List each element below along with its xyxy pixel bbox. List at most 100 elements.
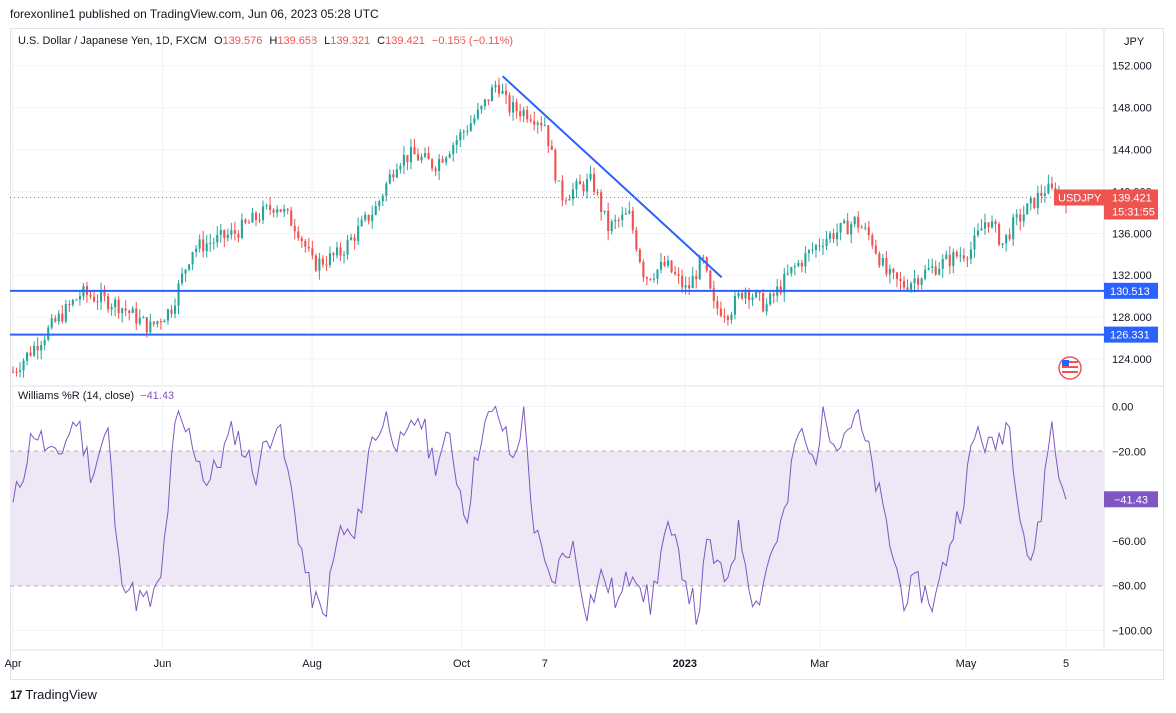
candle-body bbox=[240, 219, 243, 238]
candle-body bbox=[36, 345, 39, 351]
last-price-text: 139.421 bbox=[1112, 192, 1152, 204]
candle-body bbox=[571, 189, 575, 200]
candle-body bbox=[895, 272, 899, 279]
candle-body bbox=[409, 147, 413, 163]
candle-body bbox=[716, 301, 719, 309]
candle-body bbox=[1001, 243, 1004, 245]
price-tick-label: 148.000 bbox=[1112, 103, 1152, 115]
candle-body bbox=[198, 239, 201, 249]
candle-body bbox=[519, 111, 522, 117]
candle-body bbox=[976, 230, 980, 236]
candle-body bbox=[385, 183, 388, 196]
candle-body bbox=[600, 192, 603, 212]
candle-body bbox=[480, 106, 483, 110]
candle-body bbox=[494, 84, 497, 88]
candle-body bbox=[483, 99, 486, 107]
footer-brand[interactable]: 17 TradingView bbox=[10, 687, 97, 702]
candle-body bbox=[561, 180, 564, 201]
candle-body bbox=[406, 154, 409, 163]
low-label: L bbox=[324, 35, 331, 47]
candle-body bbox=[75, 299, 78, 301]
candle-body bbox=[420, 156, 423, 161]
candle-body bbox=[71, 300, 74, 305]
candle-body bbox=[610, 221, 613, 232]
trend-line[interactable] bbox=[501, 75, 723, 279]
candle-body bbox=[145, 317, 148, 333]
candle-body bbox=[969, 249, 972, 259]
candle-body bbox=[399, 165, 402, 170]
candle-body bbox=[142, 317, 145, 319]
countdown-text: 15:31:55 bbox=[1112, 206, 1155, 218]
candle-body bbox=[191, 252, 194, 265]
candle-body bbox=[350, 237, 353, 240]
price-tick-label: 152.000 bbox=[1112, 61, 1152, 73]
candle-body bbox=[962, 255, 965, 259]
candle-body bbox=[367, 214, 370, 222]
candle-body bbox=[233, 230, 236, 234]
candle-body bbox=[124, 308, 127, 311]
williams-value-text: −41.43 bbox=[1114, 494, 1148, 506]
candle-body bbox=[769, 293, 772, 305]
candle-body bbox=[522, 110, 525, 117]
candle-body bbox=[987, 222, 990, 228]
candle-body bbox=[244, 219, 247, 223]
candle-body bbox=[804, 253, 807, 267]
candle-body bbox=[994, 221, 997, 225]
candle-body bbox=[476, 109, 479, 119]
candle-body bbox=[568, 199, 571, 201]
candle-body bbox=[219, 230, 222, 235]
low-value: 139.321 bbox=[330, 35, 371, 47]
candle-body bbox=[709, 270, 712, 289]
candle-body bbox=[1047, 183, 1050, 194]
indicator-name[interactable]: Williams %R (14, close) bbox=[18, 390, 135, 402]
candle-body bbox=[205, 243, 208, 252]
time-tick-label: Jun bbox=[154, 658, 172, 670]
candle-body bbox=[328, 253, 332, 266]
candle-body bbox=[455, 140, 458, 145]
candle-body bbox=[501, 90, 504, 94]
candle-body bbox=[110, 307, 113, 310]
candle-body bbox=[554, 149, 557, 181]
candle-body bbox=[452, 144, 455, 155]
price-tick-label: 136.000 bbox=[1112, 228, 1152, 240]
candle-body bbox=[832, 233, 835, 240]
candle-body bbox=[899, 278, 902, 282]
candle-body bbox=[723, 315, 726, 317]
candle-body bbox=[631, 210, 634, 231]
candle-body bbox=[983, 222, 987, 229]
candle-body bbox=[670, 260, 673, 273]
candle-body bbox=[850, 224, 853, 235]
candle-body bbox=[818, 245, 821, 247]
candle-body bbox=[762, 293, 765, 312]
candle-body bbox=[681, 275, 684, 288]
candle-body bbox=[258, 219, 261, 221]
candle-body bbox=[638, 249, 641, 263]
candle-body bbox=[948, 254, 951, 266]
candle-body bbox=[945, 254, 948, 259]
time-tick-label: 5 bbox=[1063, 658, 1069, 670]
candle-body bbox=[149, 321, 152, 333]
candle-body bbox=[40, 345, 43, 351]
candle-body bbox=[998, 224, 1001, 245]
candle-body bbox=[466, 130, 469, 132]
candle-body bbox=[261, 206, 265, 221]
candle-body bbox=[712, 288, 715, 302]
candle-body bbox=[318, 258, 321, 271]
candle-body bbox=[96, 301, 99, 303]
us-flag-icon[interactable] bbox=[1058, 356, 1082, 380]
williams-tick-label: −80.00 bbox=[1112, 581, 1146, 593]
candle-body bbox=[1036, 192, 1039, 208]
williams-tick-label: −100.00 bbox=[1112, 626, 1152, 638]
candle-body bbox=[402, 154, 405, 166]
candle-body bbox=[29, 352, 32, 356]
candle-body bbox=[515, 102, 518, 112]
symbol-description[interactable]: U.S. Dollar / Japanese Yen, 1D, FXCM bbox=[18, 35, 207, 47]
price-tick-label: 132.000 bbox=[1112, 270, 1152, 282]
williams-tick-label: −20.00 bbox=[1112, 446, 1146, 458]
candle-body bbox=[448, 154, 451, 158]
candle-body bbox=[938, 268, 941, 275]
candle-body bbox=[628, 210, 631, 214]
candle-body bbox=[909, 283, 913, 290]
candle-body bbox=[783, 273, 786, 293]
